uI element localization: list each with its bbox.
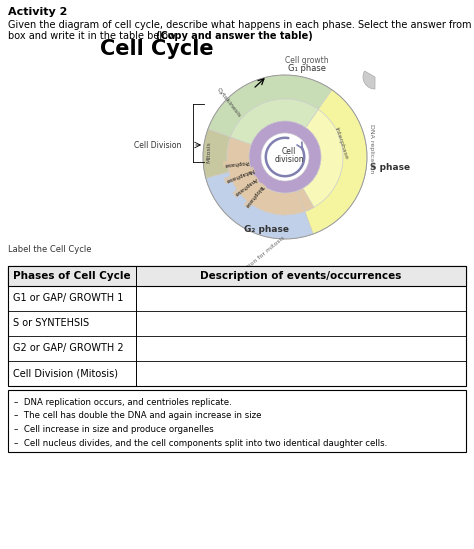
- Wedge shape: [203, 129, 230, 178]
- Text: Activity 2: Activity 2: [8, 7, 67, 17]
- Text: Anaphase: Anaphase: [233, 176, 258, 197]
- Text: G₂ phase: G₂ phase: [245, 225, 290, 234]
- Text: –  Cell nucleus divides, and the cell components split into two identical daught: – Cell nucleus divides, and the cell com…: [14, 439, 387, 447]
- Text: G1 or GAP/ GROWTH 1: G1 or GAP/ GROWTH 1: [13, 294, 123, 304]
- Text: Interphase: Interphase: [333, 126, 348, 160]
- Text: –  DNA replication occurs, and centrioles replicate.: – DNA replication occurs, and centrioles…: [14, 398, 232, 407]
- Text: Label the Cell Cycle: Label the Cell Cycle: [8, 245, 91, 254]
- Text: Metaphase: Metaphase: [225, 167, 255, 183]
- Text: Prophase: Prophase: [223, 159, 249, 167]
- Text: Cell: Cell: [282, 148, 296, 156]
- Wedge shape: [363, 71, 375, 89]
- Wedge shape: [208, 75, 332, 137]
- Circle shape: [249, 121, 321, 193]
- Bar: [8, 266, 466, 286]
- Text: division: division: [274, 155, 304, 165]
- Circle shape: [261, 133, 309, 181]
- Text: Cell Division: Cell Division: [134, 141, 181, 149]
- Text: Mitosis: Mitosis: [207, 141, 211, 163]
- Text: G2 or GAP/ GROWTH 2: G2 or GAP/ GROWTH 2: [13, 344, 124, 354]
- Text: Cell Division (Mitosis): Cell Division (Mitosis): [13, 368, 118, 378]
- Wedge shape: [305, 211, 313, 234]
- Wedge shape: [230, 99, 318, 145]
- Text: S phase: S phase: [370, 163, 410, 171]
- Wedge shape: [297, 191, 305, 211]
- Text: Cytokinesis: Cytokinesis: [216, 87, 242, 119]
- Text: Phases of Cell Cycle: Phases of Cell Cycle: [13, 271, 131, 281]
- Wedge shape: [206, 172, 313, 239]
- Bar: [8, 266, 466, 386]
- Text: Cell growth: Cell growth: [285, 56, 329, 65]
- Wedge shape: [227, 137, 314, 215]
- Text: (Copy and answer the table): (Copy and answer the table): [156, 31, 313, 41]
- Text: DNA replication: DNA replication: [369, 125, 374, 173]
- Text: Description of events/occurrences: Description of events/occurrences: [201, 271, 401, 281]
- Text: Telophase: Telophase: [245, 183, 265, 208]
- Wedge shape: [297, 109, 343, 211]
- Text: box and write it in the table below.: box and write it in the table below.: [8, 31, 181, 41]
- Text: Preparation for mitosis: Preparation for mitosis: [228, 235, 286, 285]
- Wedge shape: [305, 90, 367, 234]
- Text: Given the diagram of cell cycle, describe what happens in each phase. Select the: Given the diagram of cell cycle, describ…: [8, 20, 474, 30]
- Bar: [8, 390, 466, 452]
- Text: –  Cell increase in size and produce organelles: – Cell increase in size and produce orga…: [14, 425, 214, 434]
- Text: –  The cell has double the DNA and again increase in size: – The cell has double the DNA and again …: [14, 412, 262, 421]
- Text: S or SYNTEHSIS: S or SYNTEHSIS: [13, 318, 89, 328]
- Text: G₁ phase: G₁ phase: [288, 64, 326, 73]
- Text: Cell Cycle: Cell Cycle: [100, 39, 214, 59]
